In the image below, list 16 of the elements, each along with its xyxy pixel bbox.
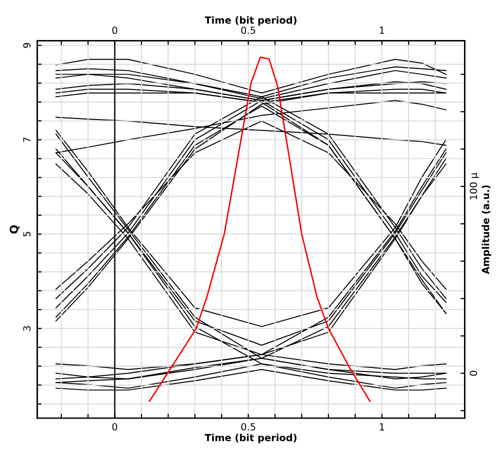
y-tick-label: 3: [23, 326, 31, 331]
x-tick-label: 1: [380, 423, 384, 430]
y-tick-label: 9: [23, 42, 31, 48]
y2-tick-label: 100 μ: [470, 172, 479, 200]
y2-tick-label: 0: [470, 370, 478, 376]
y-tick-label: 5: [23, 232, 31, 236]
x-tick-label: 0.5: [241, 423, 256, 430]
x2-axis-title: Time (bit period): [204, 16, 296, 26]
y-tick-label: 7: [23, 137, 30, 142]
x2-tick-label: 0.5: [241, 26, 256, 34]
y-axis-title: Q: [10, 225, 20, 234]
y2-axis-title: Amplitude (a.u.): [482, 185, 492, 274]
x2-tick-label: 0: [112, 26, 118, 34]
x-tick-label: 0: [112, 423, 118, 430]
x2-tick-label: 1: [380, 26, 384, 34]
x-axis-title: Time (bit period): [204, 434, 296, 444]
